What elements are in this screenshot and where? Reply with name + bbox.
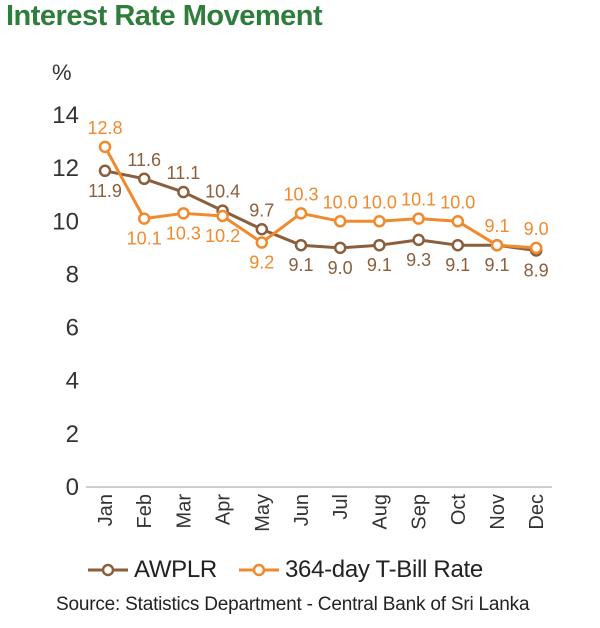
y-tick-label: 0 <box>66 474 79 501</box>
data-point <box>373 215 386 228</box>
data-label: 11.1 <box>167 163 201 183</box>
data-label: 9.1 <box>367 255 392 275</box>
data-label: 9.7 <box>249 200 274 220</box>
data-label: 9.0 <box>328 258 353 278</box>
data-label: 10.0 <box>323 192 358 212</box>
data-point <box>255 223 269 236</box>
data-label: 9.0 <box>524 219 549 239</box>
data-label: 10.1 <box>127 229 162 249</box>
data-point <box>373 238 386 252</box>
data-label: 10.0 <box>440 192 475 212</box>
x-tick-label: Nov <box>487 494 509 530</box>
data-point <box>333 215 347 228</box>
legend-label-awplr: AWPLR <box>134 556 217 583</box>
data-point <box>451 215 465 228</box>
legend: AWPLR 364-day T-Bill Rate <box>88 554 505 586</box>
data-point <box>98 164 112 178</box>
x-tick-label: Aug <box>369 494 391 530</box>
data-point <box>177 185 190 199</box>
source-note: Source: Statistics Department - Central … <box>56 594 530 615</box>
data-point <box>451 238 465 252</box>
data-label: 9.3 <box>406 250 431 270</box>
x-tick-label: Dec <box>526 494 548 530</box>
x-tick-label: Mar <box>173 494 195 529</box>
data-label: 9.1 <box>484 216 509 236</box>
data-label: 12.8 <box>87 118 122 138</box>
y-tick-label: 4 <box>66 368 79 395</box>
data-label: 11.9 <box>88 181 122 201</box>
legend-marker-awplr <box>88 563 128 577</box>
data-label: 10.3 <box>283 184 318 204</box>
x-tick-label: Oct <box>448 494 470 526</box>
x-tick-label: May <box>252 494 274 532</box>
chart-title: Interest Rate Movement <box>6 0 323 32</box>
data-label: 9.1 <box>445 255 470 275</box>
y-tick-label: 12 <box>52 155 79 182</box>
y-tick-label: 2 <box>66 421 79 448</box>
data-label: 10.2 <box>205 226 240 246</box>
x-tick-label: Jul <box>330 494 352 520</box>
data-point <box>255 236 269 249</box>
data-point <box>177 207 190 220</box>
y-tick-label: 10 <box>52 208 79 235</box>
data-point <box>412 212 425 225</box>
legend-marker-tbill <box>238 563 279 577</box>
data-point <box>98 140 112 154</box>
data-point <box>412 233 425 247</box>
data-point <box>294 207 308 220</box>
line-chart: % 0 2 4 6 8 10 12 14 Jan Feb Mar Apr May Jun Jul Aug Sep O… <box>52 60 552 532</box>
data-point <box>137 172 151 186</box>
data-label: 11.6 <box>127 150 161 170</box>
data-point <box>529 241 543 255</box>
data-label: 9.1 <box>288 255 313 275</box>
series-line <box>103 146 537 250</box>
x-tick-label: Feb <box>134 494 156 528</box>
data-label: 9.2 <box>249 253 274 273</box>
data-label: 10.1 <box>401 190 436 210</box>
x-tick-label: Jan <box>95 494 117 526</box>
data-label: 10.4 <box>205 182 240 202</box>
y-tick-label: 6 <box>66 315 79 342</box>
y-tick-label: 14 <box>52 102 79 129</box>
data-point <box>216 209 229 223</box>
data-point <box>490 238 504 252</box>
legend-item-awplr: AWPLR <box>88 556 217 584</box>
data-label: 10.3 <box>166 223 201 243</box>
x-tick-label: Apr <box>213 494 235 525</box>
x-tick-label: Jun <box>291 494 313 526</box>
data-label: 8.9 <box>524 261 549 281</box>
data-label: 10.0 <box>362 192 397 212</box>
series-line <box>104 169 537 253</box>
y-axis-unit-label: % <box>52 60 72 85</box>
legend-item-tbill: 364-day T-Bill Rate <box>238 556 483 584</box>
y-tick-label: 8 <box>66 261 79 288</box>
data-label: 9.1 <box>484 255 509 275</box>
data-point <box>294 238 308 252</box>
x-tick-label: Sep <box>409 494 431 530</box>
legend-label-tbill: 364-day T-Bill Rate <box>284 556 483 583</box>
data-point <box>333 241 347 255</box>
data-point <box>137 212 151 225</box>
